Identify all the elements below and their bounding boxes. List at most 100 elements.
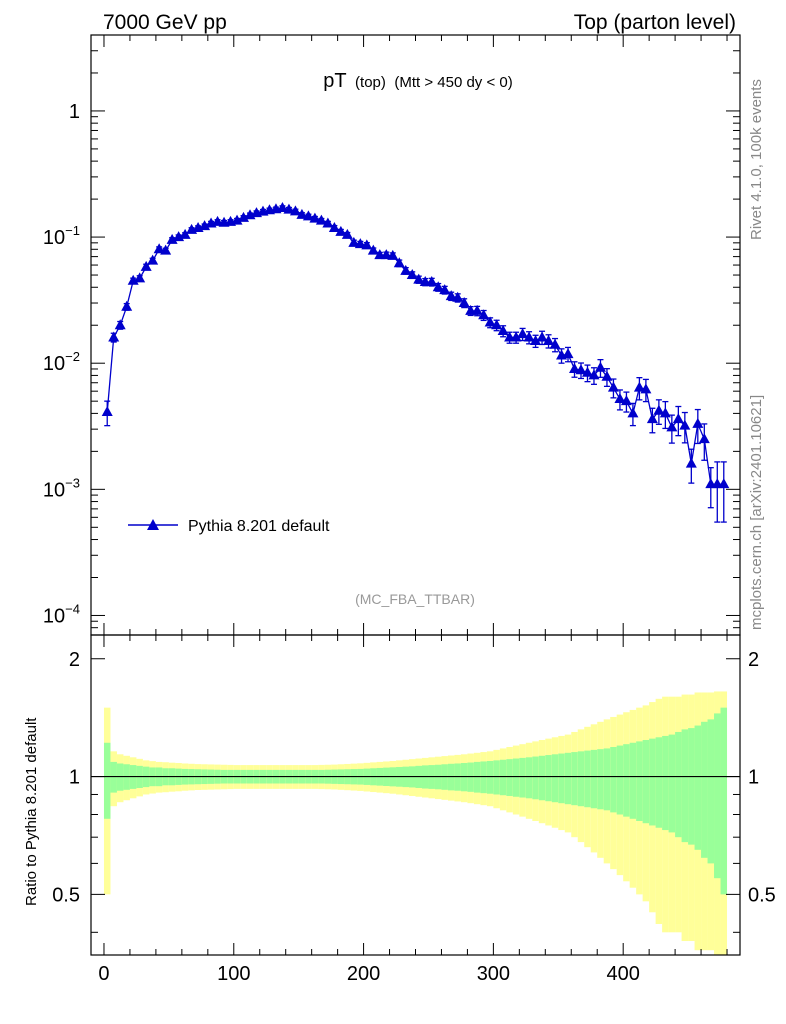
data-point (497, 325, 509, 336)
legend-label: Pythia 8.201 default (188, 518, 330, 535)
data-point (478, 309, 490, 320)
data-point (309, 212, 321, 223)
data-point (393, 257, 405, 268)
ratio-band-green (629, 742, 637, 819)
data-point (153, 243, 165, 254)
ratio-band-green (558, 753, 565, 804)
data-point (491, 319, 503, 330)
data-point (322, 217, 334, 228)
ratio-band-green (584, 750, 591, 808)
x-tick-label: 400 (606, 963, 639, 985)
data-point (640, 383, 652, 394)
ratio-tick-label: 0.5 (52, 884, 80, 906)
plot-title-sub1: (top) (355, 74, 386, 91)
y-tick-label: 10−1 (43, 223, 80, 249)
ratio-band-green (655, 737, 663, 828)
ratio-band-green (473, 761, 481, 793)
data-point (588, 369, 600, 380)
data-point (413, 273, 425, 284)
data-point (471, 304, 483, 315)
ratio-band-green (720, 707, 728, 895)
data-point (400, 264, 412, 275)
data-point (633, 381, 645, 392)
ratio-band-green (467, 762, 474, 792)
data-point (283, 203, 295, 214)
data-point (361, 239, 373, 250)
x-tick-label: 100 (217, 963, 250, 985)
ratio-band-green (506, 759, 513, 796)
plot-title-sub2: (Mtt > 450 dy < 0) (394, 74, 512, 91)
data-point (659, 407, 671, 418)
data-point (426, 276, 438, 287)
main-frame (90, 34, 741, 636)
ratio-band-green (675, 731, 682, 838)
ratio-band-green (103, 742, 111, 819)
ratio-panel: 0 100 200 300 400 0.5 0.5 1 1 2 2 (52, 634, 776, 985)
rivet-version-label: Rivet 4.1.0, 100k events (748, 79, 765, 240)
data-point (666, 421, 678, 432)
ratio-band-green (551, 754, 559, 803)
data-point (231, 214, 243, 225)
ratio-ylabel: Ratio to Pythia 8.201 default (23, 717, 40, 906)
ratio-band-green (707, 719, 715, 864)
data-point (510, 331, 522, 342)
data-point (406, 269, 418, 280)
data-point (341, 228, 353, 239)
ratio-band-green (597, 749, 604, 810)
data-point (140, 260, 152, 271)
ratio-band-green (519, 757, 526, 798)
ratio-band-green (616, 745, 624, 815)
data-point (620, 395, 632, 406)
data-point (387, 249, 399, 260)
series-line (106, 207, 724, 485)
ratio-band-green (499, 759, 507, 796)
data-point (354, 238, 366, 249)
data-point (445, 290, 457, 301)
ratio-band-green (642, 740, 650, 824)
data-point (134, 272, 146, 283)
ratio-band-green (493, 760, 500, 795)
ratio-band-green (603, 748, 611, 811)
data-point (718, 478, 730, 489)
y-tick-label: 10−2 (43, 349, 80, 375)
ratio-band-green (623, 744, 630, 817)
ratio-band-green (571, 752, 578, 806)
ratio-band-green (564, 752, 572, 805)
data-point (562, 348, 574, 359)
plot-title: pT (top) (Mtt > 450 dy < 0) (323, 70, 512, 92)
main-panel: 10−4 10−3 10−2 10−1 1 (43, 34, 741, 636)
data-point (698, 433, 710, 444)
data-point (289, 205, 301, 216)
header-right: Top (parton level) (574, 11, 736, 34)
data-point (114, 319, 126, 330)
ratio-band-green (532, 756, 539, 800)
ratio-tick-label-right: 1 (748, 767, 759, 789)
data-point (367, 244, 379, 255)
data-point (315, 214, 327, 225)
data-point (484, 316, 496, 327)
data-point (276, 202, 288, 213)
ratio-tick-label-right: 0.5 (748, 884, 776, 906)
ratio-band-green (662, 735, 669, 831)
ratio-band-green (538, 755, 546, 801)
data-point (452, 291, 464, 302)
ratio-band-green (688, 728, 695, 845)
data-point (335, 225, 347, 236)
data-point (348, 236, 360, 247)
ratio-band-green (577, 751, 585, 807)
legend-marker (147, 519, 159, 530)
data-point (549, 338, 561, 349)
ratio-band-green (610, 747, 617, 813)
x-tick-label: 0 (98, 963, 109, 985)
data-point (679, 419, 691, 430)
data-point (302, 210, 314, 221)
ratio-band-green (701, 721, 708, 858)
data-point (432, 281, 444, 292)
data-point (607, 381, 619, 392)
legend: Pythia 8.201 default (128, 518, 330, 535)
data-point (601, 370, 613, 381)
data-point (179, 228, 191, 239)
x-tick-label: 200 (347, 963, 380, 985)
data-point (536, 331, 548, 342)
